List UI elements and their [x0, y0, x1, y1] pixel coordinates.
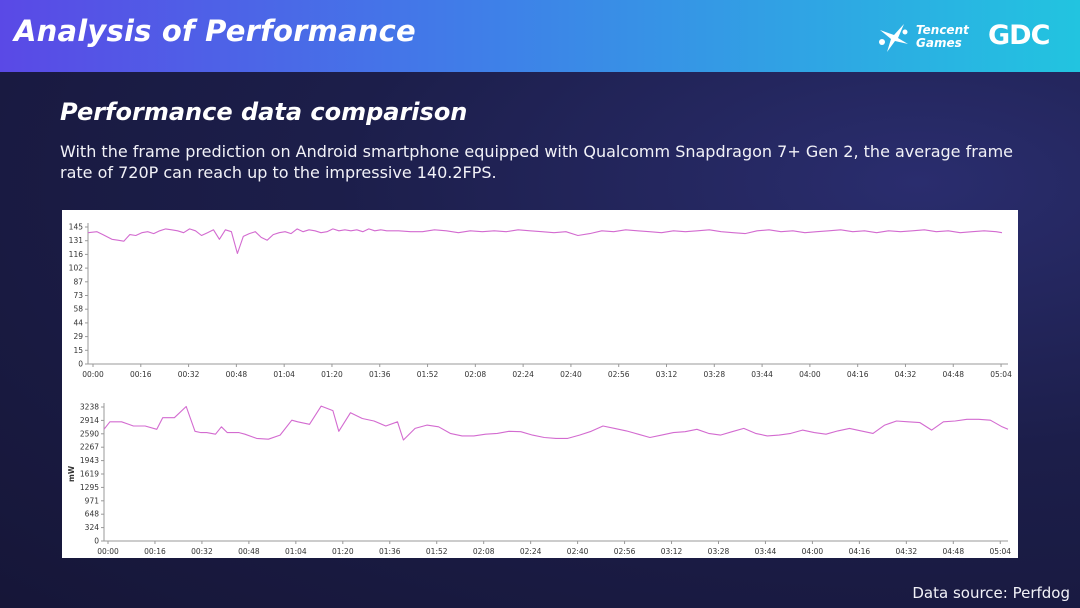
chart2-x-tick-label: 00:00 [97, 547, 119, 556]
chart2-x-tick-label: 04:16 [849, 547, 871, 556]
chart1-y-tick-label: 0 [78, 360, 83, 369]
chart2-x-tick-label: 03:28 [708, 547, 730, 556]
chart-panel: 0 15 29 44 58 73 87 102 116 131 145 00:00 00:16 00:32… [62, 210, 1018, 558]
chart1-x-tick-label: 00:00 [82, 370, 104, 379]
chart1-y-tick-label: 29 [73, 332, 83, 341]
chart2-x-tick-label: 03:44 [755, 547, 777, 556]
tencent-logo-icon [879, 24, 908, 52]
chart2-x-tick-label: 01:20 [332, 547, 354, 556]
chart2-x-tick-label: 00:32 [191, 547, 213, 556]
chart2-y-tick-label: 648 [85, 510, 100, 519]
chart1-x-tick-label: 01:04 [273, 370, 295, 379]
chart2-y-tick-label: 971 [85, 496, 100, 505]
chart1-x-tick-label: 02:40 [560, 370, 582, 379]
chart2-x-tick-label: 02:08 [473, 547, 495, 556]
chart2-x-tick-label: 02:24 [520, 547, 542, 556]
perfdog-charts: 0 15 29 44 58 73 87 102 116 131 145 00:00 00:16 00:32… [67, 223, 1012, 557]
chart1-x-tick-label: 01:20 [321, 370, 343, 379]
chart1-y-tick-label: 131 [69, 236, 84, 245]
chart1-x-tick-label: 03:28 [703, 370, 725, 379]
chart1-x-tick-label: 00:48 [226, 370, 248, 379]
chart1-x-tick-label: 05:04 [990, 370, 1012, 379]
chart2-x-tick-label: 05:04 [989, 547, 1011, 556]
chart1-x-tick-label: 04:32 [895, 370, 917, 379]
chart2-x-tick-label: 04:32 [896, 547, 918, 556]
chart2-x-tick-label: 04:48 [942, 547, 964, 556]
chart2-y-tick-label: 1943 [80, 456, 99, 465]
chart1-x-tick-label: 00:32 [178, 370, 200, 379]
chart1-x-tick-label: 01:52 [417, 370, 439, 379]
chart1-y-tick-label: 102 [69, 264, 84, 273]
chart2-y-tick-label: 3238 [80, 403, 99, 412]
chart1-y-tick-label: 87 [73, 277, 83, 286]
description-text: With the frame prediction on Android sma… [60, 142, 1014, 182]
chart2-x-tick-label: 03:12 [661, 547, 683, 556]
tencent-logo-text: Tencent [916, 23, 969, 37]
chart2-x-tick-label: 04:00 [802, 547, 824, 556]
chart1-y-tick-label: 73 [73, 291, 83, 300]
chart1-y-tick-label: 145 [69, 223, 84, 232]
chart2-y-tick-label: 0 [94, 537, 99, 546]
chart1-y-tick-label: 116 [69, 250, 84, 259]
chart1-x-tick-label: 01:36 [369, 370, 391, 379]
header-bar: Analysis of Performance Tencent Games GD… [0, 0, 1080, 72]
chart1-x-tick-label: 04:16 [847, 370, 869, 379]
chart2-x-tick-label: 00:48 [238, 547, 260, 556]
chart2-y-axis-label: mW [67, 465, 76, 482]
chart1-y-tick-label: 44 [73, 318, 83, 327]
tencent-games-logo: Tencent Games [874, 18, 974, 56]
chart2-y-tick-label: 2914 [80, 416, 99, 425]
chart1-x-tick-label: 02:24 [512, 370, 534, 379]
games-logo-text: Games [916, 36, 962, 50]
chart2-x-tick-label: 01:52 [426, 547, 448, 556]
chart2-y-tick-label: 324 [85, 523, 100, 532]
chart2-x-tick-label: 01:04 [285, 547, 307, 556]
section-subtitle: Performance data comparison [60, 98, 468, 126]
page-title: Analysis of Performance [14, 14, 416, 48]
chart1-x-tick-label: 04:48 [942, 370, 964, 379]
chart2-y-tick-label: 2590 [80, 429, 99, 438]
chart1-y-tick-label: 15 [73, 346, 83, 355]
chart2-x-tick-label: 02:40 [567, 547, 589, 556]
chart2-x-tick-label: 00:16 [144, 547, 166, 556]
chart2-y-tick-label: 1619 [80, 470, 99, 479]
chart2-x-tick-label: 02:56 [614, 547, 636, 556]
chart1-x-tick-label: 02:08 [465, 370, 487, 379]
chart2-y-tick-label: 2267 [80, 443, 99, 452]
chart1-x-tick-label: 03:44 [751, 370, 773, 379]
chart1-x-tick-label: 03:12 [656, 370, 678, 379]
chart1-x-tick-label: 04:00 [799, 370, 821, 379]
chart2-series-line [103, 405, 1009, 441]
gdc-logo: GDC [988, 20, 1050, 51]
chart1-x-tick-label: 00:16 [130, 370, 152, 379]
chart1-series-line [87, 228, 1003, 255]
chart2-y-tick-label: 1295 [80, 483, 99, 492]
chart2-x-tick-label: 01:36 [379, 547, 401, 556]
chart1-x-tick-label: 02:56 [608, 370, 630, 379]
data-source-note: Data source: Perfdog [912, 584, 1070, 602]
chart1-y-tick-label: 58 [73, 305, 83, 314]
